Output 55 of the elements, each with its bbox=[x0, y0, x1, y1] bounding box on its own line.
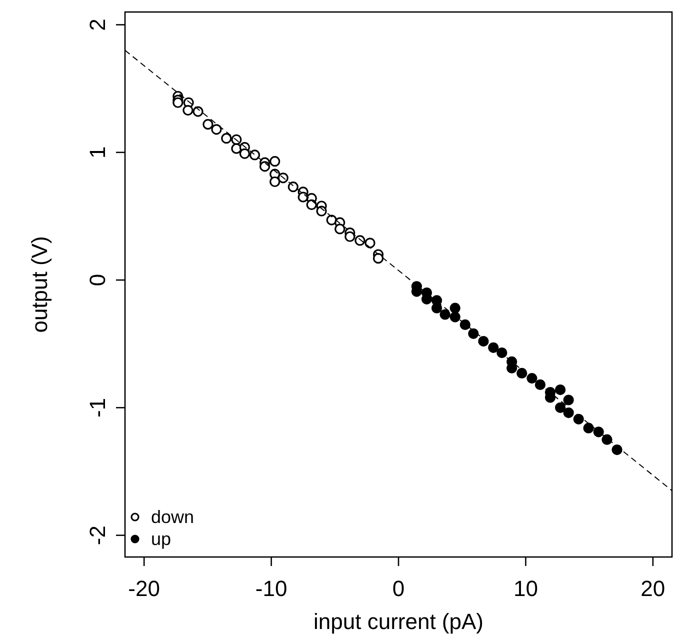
x-tick-label: 20 bbox=[640, 576, 666, 601]
point bbox=[182, 104, 194, 116]
point bbox=[450, 302, 460, 314]
point bbox=[364, 238, 376, 248]
point bbox=[221, 133, 232, 144]
x-tick-label: 0 bbox=[392, 576, 405, 601]
y-tick-label: 0 bbox=[85, 274, 110, 286]
y-axis-title: output (V) bbox=[27, 236, 52, 333]
point bbox=[583, 422, 594, 434]
point bbox=[278, 172, 288, 184]
point bbox=[372, 253, 384, 264]
point bbox=[270, 176, 280, 188]
y-tick-label: -1 bbox=[85, 398, 110, 418]
x-tick-label: -20 bbox=[128, 576, 160, 601]
point bbox=[478, 336, 489, 347]
point bbox=[450, 312, 460, 322]
x-axis-title: input current (pA) bbox=[314, 609, 484, 634]
point bbox=[249, 150, 260, 160]
point bbox=[211, 124, 222, 135]
point bbox=[344, 231, 356, 242]
point bbox=[563, 394, 574, 406]
legend-label: down bbox=[151, 507, 194, 527]
point bbox=[192, 106, 204, 117]
point bbox=[354, 235, 366, 246]
point bbox=[526, 373, 538, 384]
point bbox=[334, 224, 346, 234]
point bbox=[260, 161, 270, 172]
point bbox=[270, 156, 280, 167]
legend-label: up bbox=[151, 529, 172, 549]
y-tick-label: -2 bbox=[85, 526, 110, 546]
point bbox=[612, 444, 622, 456]
point bbox=[555, 402, 566, 413]
point bbox=[172, 97, 184, 108]
point bbox=[516, 368, 528, 379]
point bbox=[306, 199, 317, 210]
x-tick-label: 10 bbox=[513, 576, 538, 601]
point bbox=[496, 347, 508, 358]
point bbox=[468, 328, 479, 339]
point bbox=[460, 319, 470, 330]
x-tick-label: -10 bbox=[255, 576, 288, 601]
point bbox=[602, 434, 612, 445]
point bbox=[239, 148, 250, 159]
point bbox=[563, 407, 574, 418]
y-tick-label: 1 bbox=[85, 146, 110, 159]
point bbox=[573, 414, 584, 424]
point bbox=[288, 182, 298, 192]
point bbox=[555, 384, 566, 396]
point bbox=[316, 206, 327, 216]
point bbox=[593, 426, 604, 438]
y-tick-label: 2 bbox=[85, 18, 110, 31]
point bbox=[488, 342, 499, 353]
point bbox=[431, 302, 442, 314]
point bbox=[440, 309, 450, 320]
point bbox=[534, 379, 546, 390]
point bbox=[202, 119, 214, 130]
